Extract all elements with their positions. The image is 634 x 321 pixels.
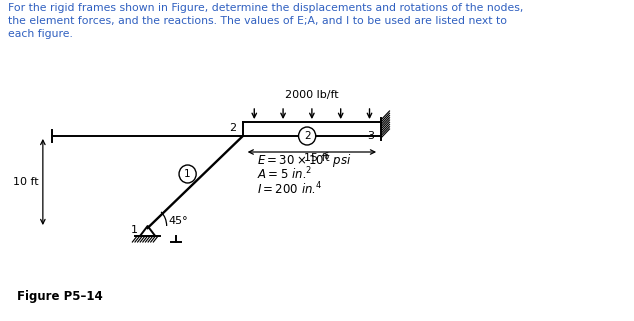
Text: 2000 lb/ft: 2000 lb/ft [285,90,339,100]
Text: 2: 2 [229,123,236,133]
Circle shape [179,165,196,183]
Circle shape [299,127,316,145]
Text: 15 ft: 15 ft [304,153,330,163]
Text: 2: 2 [304,131,311,141]
Text: For the rigid frames shown in Figure, determine the displacements and rotations : For the rigid frames shown in Figure, de… [8,3,523,13]
Text: $I = 200$ in.$^4$: $I = 200$ in.$^4$ [257,181,323,198]
Text: each figure.: each figure. [8,29,72,39]
Text: 45°: 45° [169,216,188,226]
Text: 1: 1 [184,169,191,179]
Text: 3: 3 [368,131,375,141]
Text: $E = 30 \times 10^6$ psi: $E = 30 \times 10^6$ psi [257,151,351,170]
Text: Figure P5–14: Figure P5–14 [17,290,103,303]
Text: the element forces, and the reactions. The values of E;A, and I to be used are l: the element forces, and the reactions. T… [8,16,507,26]
Text: $A = 5$ in.$^2$: $A = 5$ in.$^2$ [257,166,313,183]
Text: 10 ft: 10 ft [13,177,39,187]
Text: 1: 1 [131,225,138,235]
